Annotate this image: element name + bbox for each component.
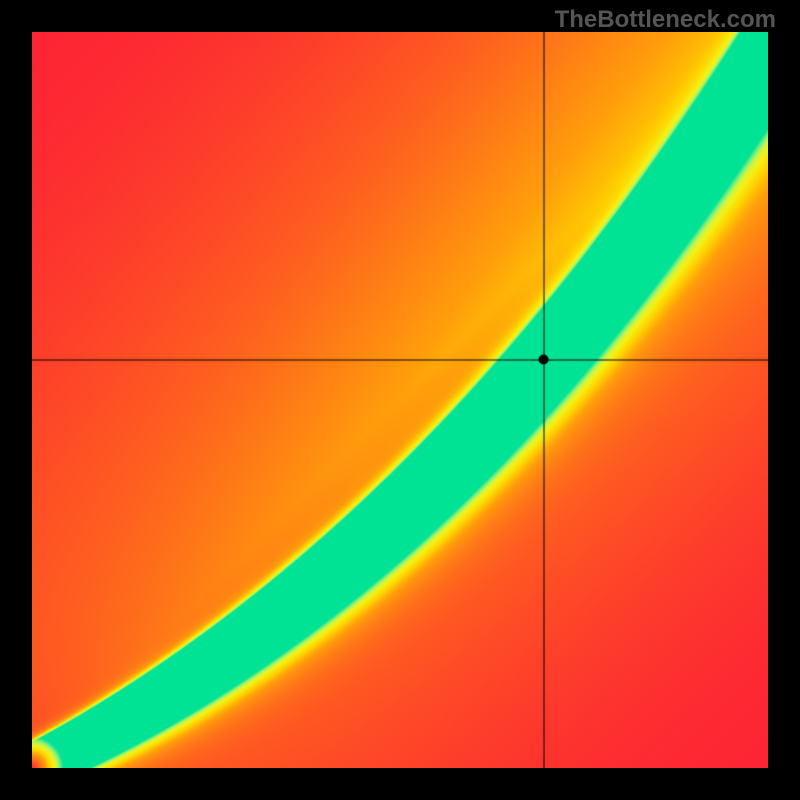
heatmap-plot xyxy=(32,32,768,768)
chart-container: TheBottleneck.com xyxy=(0,0,800,800)
watermark-text: TheBottleneck.com xyxy=(555,6,776,34)
